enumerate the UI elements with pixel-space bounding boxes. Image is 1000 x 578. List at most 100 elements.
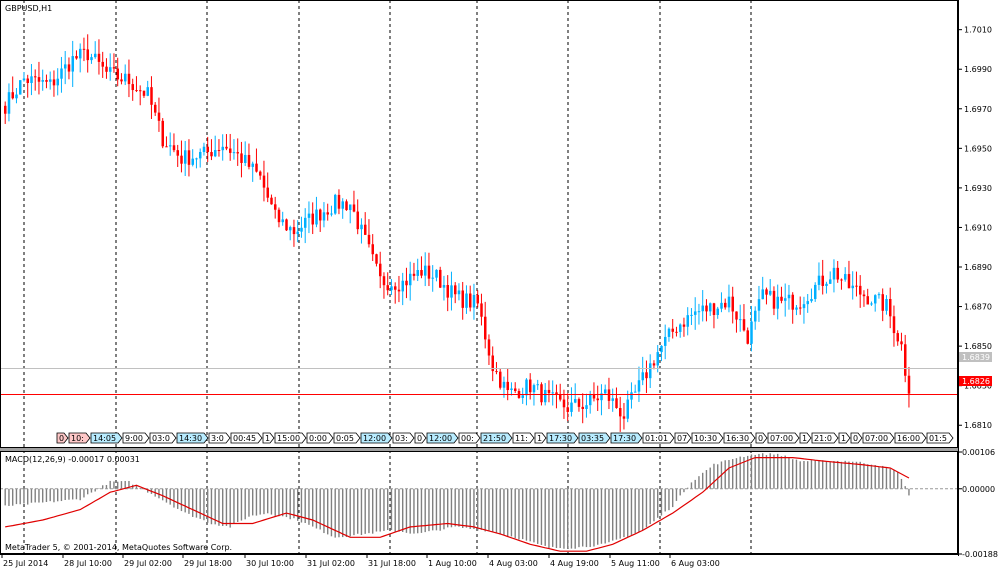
candle-bull (664, 336, 667, 346)
event-marker[interactable]: 1 (534, 432, 547, 444)
candle-bull (532, 385, 536, 393)
candle-bull (7, 92, 11, 114)
event-marker[interactable]: 12:00 (426, 432, 459, 444)
event-marker[interactable]: 0:00 (306, 432, 334, 444)
candle-bull (600, 393, 603, 401)
candle-bull (472, 294, 476, 308)
candle-bear (495, 371, 498, 373)
event-marker[interactable]: 1 (799, 432, 812, 444)
candle-bear (881, 294, 884, 311)
candle-bear (101, 61, 104, 67)
event-marker[interactable]: 03:35 (578, 432, 611, 444)
candle-bear (150, 87, 153, 105)
event-marker[interactable]: 21:0 (811, 432, 839, 444)
event-marker[interactable]: 17:30 (610, 432, 643, 444)
event-marker[interactable]: 03:0 (149, 432, 177, 444)
candle-bull (589, 394, 592, 406)
event-label: 9:00 (125, 434, 143, 443)
candle-bear (592, 394, 596, 399)
event-marker[interactable]: 0 (755, 432, 768, 444)
candle-bear (270, 197, 273, 205)
candle-bear (326, 212, 329, 215)
price-axis[interactable]: 1.7010 1.6990 1.6970 1.6950 1.6930 1.6910 1.68… (958, 26, 992, 431)
event-marker[interactable]: 0 (850, 432, 863, 444)
candle-bear (4, 105, 7, 114)
event-label: 16:00 (897, 434, 920, 443)
event-label: 07:00 (770, 434, 793, 443)
event-label: 12:00 (429, 434, 452, 443)
candle-bear (292, 227, 296, 235)
candle-bear (645, 372, 648, 379)
candle-bull (334, 194, 337, 214)
event-marker[interactable]: 10: (68, 432, 91, 444)
candle-bull (60, 68, 63, 79)
event-marker[interactable]: 1 (262, 432, 275, 444)
macd-title: MACD(12,26,9) -0.00017 0.00031 (5, 455, 140, 464)
event-marker[interactable]: 0 (56, 432, 69, 444)
event-marker[interactable]: 17:30 (546, 432, 579, 444)
bid-price-label: 1.6826 (962, 377, 990, 386)
event-marker[interactable]: 14:05 (90, 432, 123, 444)
candle-bull (232, 152, 236, 154)
event-marker[interactable]: 01:5 (926, 432, 954, 444)
candle-bull (169, 145, 172, 147)
event-marker[interactable]: 0 (414, 432, 427, 444)
candle-bear (154, 104, 157, 113)
candle-bull (544, 389, 547, 403)
candle-bear (491, 355, 494, 372)
candle-bear (375, 254, 378, 264)
event-marker[interactable]: 10:30 (691, 432, 724, 444)
candle-bear (116, 68, 119, 80)
event-marker[interactable]: 16:30 (723, 432, 756, 444)
event-marker[interactable]: 0:05 (333, 432, 361, 444)
price-tick-label: 1.6930 (964, 184, 992, 193)
candle-bull (184, 150, 187, 164)
candle-bull (79, 48, 82, 59)
event-label: 15:00 (277, 434, 300, 443)
event-label: 11: (515, 434, 528, 443)
panel-separator[interactable] (0, 448, 958, 451)
candle-bear (892, 316, 896, 334)
candle-bull (304, 217, 307, 228)
event-marker[interactable]: 15:00 (274, 432, 307, 444)
economic-events-strip[interactable]: 0 10: 14:05 9:00 03:0 14:30 3:0 00:45 1 15:00 0:00… (56, 432, 954, 444)
event-marker[interactable]: 00:45 (230, 432, 263, 444)
event-marker[interactable]: 12:00 (360, 432, 393, 444)
candle-bear (907, 375, 911, 394)
candle-bear (514, 388, 517, 391)
candle-bull (431, 277, 434, 279)
candle-bull (574, 399, 577, 403)
macd-axis[interactable]: 0.00106 0.00000 -0.00188 (958, 448, 998, 559)
event-label: 07 (677, 434, 687, 443)
event-marker[interactable]: 1 (838, 432, 851, 444)
candle-bull (341, 201, 344, 209)
candle-bull (202, 146, 206, 153)
event-marker[interactable]: 11: (512, 432, 535, 444)
event-marker[interactable]: 21:50 (480, 432, 513, 444)
candle-bear (619, 408, 622, 417)
event-label: 1 (841, 434, 846, 443)
event-marker[interactable]: 01:01 (642, 432, 675, 444)
event-marker[interactable]: 03: (392, 432, 415, 444)
candle-bear (596, 398, 599, 401)
event-marker[interactable]: 14:30 (176, 432, 209, 444)
main-panel-background (0, 0, 958, 574)
event-label: 21:50 (483, 434, 506, 443)
event-marker[interactable]: 07:00 (767, 432, 800, 444)
event-marker[interactable]: 9:00 (122, 432, 150, 444)
candle-bear (780, 296, 783, 301)
price-tick-label: 1.6850 (964, 342, 992, 351)
candle-bull (109, 67, 112, 72)
candle-bear (11, 92, 14, 99)
candle-bear (165, 146, 168, 148)
event-marker[interactable]: 07:00 (862, 432, 895, 444)
event-marker[interactable]: 07 (674, 432, 692, 444)
event-marker[interactable]: 00: (458, 432, 481, 444)
event-marker[interactable]: 3:0 (208, 432, 231, 444)
time-axis[interactable]: 25 Jul 2014 28 Jul 10:00 29 Jul 02:00 29 Ju… (1, 554, 720, 568)
candle-bear (105, 66, 108, 72)
event-marker[interactable]: 16:00 (894, 432, 927, 444)
candle-bear (476, 294, 479, 304)
